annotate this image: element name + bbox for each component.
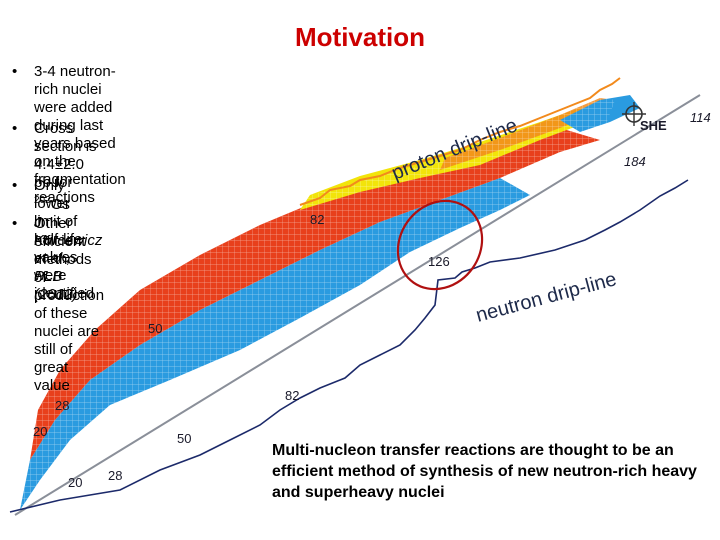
magic-z-82-upper: 82 bbox=[310, 212, 324, 227]
bullet-1-line-1: 3-4 neutron-rich nuclei were added durin… bbox=[34, 63, 116, 170]
magic-n-28: 28 bbox=[108, 468, 122, 483]
magic-n-126: 126 bbox=[428, 254, 450, 269]
neutron-drip-line bbox=[9, 179, 689, 513]
magic-z-28: 28 bbox=[55, 398, 69, 413]
mass-number: 202 bbox=[34, 195, 51, 206]
bullet-3-line-1: Only lower limit of half-life values wer… bbox=[34, 177, 95, 302]
bullet-4-marker: • bbox=[12, 215, 18, 232]
bullet-4-line-2: production of these nuclei are bbox=[34, 287, 105, 340]
caption-line-3: and superheavy nuclei bbox=[272, 484, 445, 501]
slide-title: Motivation bbox=[295, 22, 425, 52]
magic-z-20: 20 bbox=[33, 424, 47, 439]
magic-z-82-lower: 82 bbox=[285, 388, 299, 403]
neutron-drip-line-label: neutron drip-line bbox=[474, 268, 619, 327]
citation: J. Kurcewicz et al., PLB (2012) bbox=[34, 214, 103, 303]
magic-n-184: 184 bbox=[624, 154, 646, 169]
element-symbol: Os bbox=[50, 196, 70, 213]
caption-line-2: efficient method of synthesis of new neu… bbox=[272, 463, 697, 480]
she-label: SHE bbox=[640, 118, 667, 133]
proton-drip-line bbox=[299, 77, 621, 206]
she-crosshair-icon bbox=[622, 102, 646, 126]
bullet-1-line-2: fragmentation reactions bbox=[34, 171, 126, 206]
bullet-4-line-1: Other efficient methods of bbox=[34, 215, 92, 286]
bullet-4-line-3: still of great value bbox=[34, 341, 73, 394]
bullet-1-marker: • bbox=[12, 63, 18, 80]
bullet-3-marker: • bbox=[12, 177, 18, 194]
magic-z-114: 114 bbox=[690, 110, 711, 125]
bullet-2-marker: • bbox=[12, 120, 18, 137]
magic-n-20: 20 bbox=[68, 475, 82, 490]
bullet-2-line-1: Cross section is 4.4±2.0 pb for 202Os bbox=[34, 120, 102, 214]
magic-n-50: 50 bbox=[177, 431, 191, 446]
cross-section-text: Cross section is 4.4±2.0 pb for bbox=[34, 120, 97, 191]
caption-line-1: Multi-nucleon transfer reactions are tho… bbox=[272, 442, 674, 459]
caption: Multi-nucleon transfer reactions are tho… bbox=[272, 440, 718, 503]
magic-z-50: 50 bbox=[148, 321, 162, 336]
highlight-ellipse bbox=[396, 199, 484, 291]
stability-line bbox=[14, 94, 701, 516]
